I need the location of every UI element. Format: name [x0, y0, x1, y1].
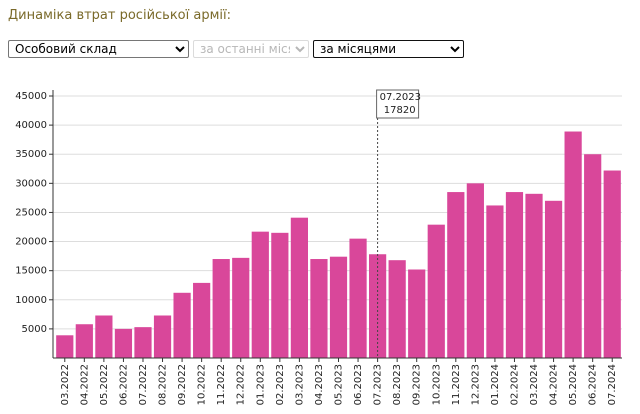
x-tick-label: 05.2023 — [334, 364, 345, 405]
bar — [329, 256, 348, 358]
bar — [525, 193, 543, 358]
x-tick-label: 04.2024 — [549, 364, 560, 405]
bar — [427, 224, 445, 358]
x-tick-label: 12.2023 — [470, 364, 481, 405]
y-tick-label: 45000 — [15, 91, 47, 102]
x-tick-label: 07.2023 — [373, 364, 384, 405]
bar — [310, 259, 328, 358]
x-tick-label: 03.2023 — [294, 364, 305, 405]
x-tick-label: 11.2022 — [216, 364, 227, 405]
x-tick-label: 06.2023 — [353, 364, 364, 405]
bar — [114, 328, 133, 358]
x-tick-label: 07.2024 — [607, 364, 618, 405]
bar — [564, 131, 582, 358]
bar — [271, 232, 289, 358]
y-tick-label: 40000 — [15, 120, 47, 131]
bar — [388, 260, 406, 358]
bar — [153, 315, 172, 358]
x-tick-label: 12.2022 — [236, 364, 247, 405]
y-tick-label: 20000 — [15, 237, 47, 248]
x-tick-label: 09.2023 — [412, 364, 423, 405]
bar — [486, 205, 504, 358]
grouping-select[interactable]: за місяцями — [313, 40, 464, 58]
x-tick-label: 07.2022 — [138, 364, 149, 405]
bar — [584, 154, 602, 358]
x-tick-label: 03.2022 — [60, 364, 71, 405]
x-tick-label: 10.2023 — [431, 364, 442, 405]
x-tick-label: 02.2023 — [275, 364, 286, 405]
bar — [232, 257, 250, 358]
x-tick-label: 08.2022 — [158, 364, 169, 405]
x-tick-label: 09.2022 — [177, 364, 188, 405]
bar — [349, 238, 367, 358]
bar — [134, 327, 152, 358]
tooltip-box — [376, 89, 420, 119]
y-tick-label: 30000 — [15, 178, 47, 189]
metric-select[interactable]: Особовий склад — [8, 40, 189, 58]
bar — [505, 192, 524, 358]
x-tick-label: 01.2023 — [255, 364, 266, 405]
x-tick-label: 02.2024 — [509, 364, 520, 405]
y-tick-label: 10000 — [15, 295, 47, 306]
x-tick-label: 04.2022 — [79, 364, 90, 405]
x-tick-label: 08.2023 — [392, 364, 403, 405]
x-tick-label: 01.2024 — [490, 364, 501, 405]
tooltip-value: 17820 — [384, 105, 416, 116]
y-tick-label: 25000 — [15, 207, 47, 218]
bar — [173, 292, 191, 358]
period-select: за останні місяці — [193, 40, 309, 58]
y-tick-label: 5000 — [22, 324, 47, 335]
bar — [95, 315, 113, 358]
bar — [544, 200, 563, 358]
bar — [466, 183, 484, 358]
x-tick-label: 04.2023 — [314, 364, 325, 405]
y-tick-label: 35000 — [15, 149, 47, 160]
x-tick-label: 05.2024 — [568, 364, 579, 405]
x-tick-label: 11.2023 — [451, 364, 462, 405]
y-tick-label: 15000 — [15, 266, 47, 277]
bar — [290, 217, 308, 358]
bar — [447, 192, 465, 358]
bar — [56, 335, 74, 358]
x-tick-label: 10.2022 — [197, 364, 208, 405]
tooltip-category: 07.2023 — [380, 92, 421, 103]
x-tick-label: 03.2024 — [529, 364, 540, 405]
bar — [75, 324, 93, 358]
bar — [603, 170, 621, 358]
x-tick-label: 06.2022 — [118, 364, 129, 405]
bar — [408, 269, 426, 358]
bar — [193, 282, 211, 358]
bar — [251, 231, 269, 358]
x-tick-label: 05.2022 — [99, 364, 110, 405]
page-title: Динаміка втрат російської армії: — [8, 8, 231, 23]
bar — [212, 259, 230, 358]
x-tick-label: 06.2024 — [588, 364, 599, 405]
